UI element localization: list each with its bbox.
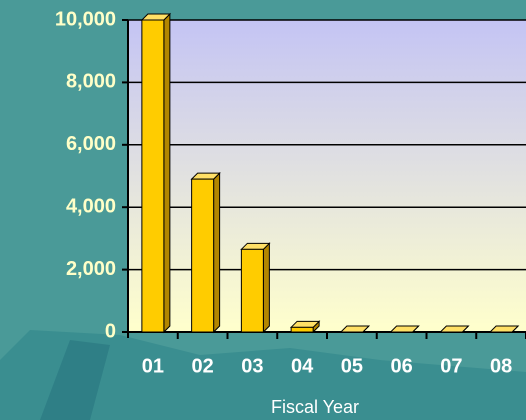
x-tick-label: 05 <box>341 355 363 377</box>
bar <box>141 19 165 333</box>
x-tick-label: 07 <box>440 355 462 377</box>
bar-top <box>439 325 470 333</box>
y-tick-label: 4,000 <box>66 195 116 217</box>
bar-top <box>389 325 420 333</box>
x-tick-label: 06 <box>391 355 413 377</box>
y-tick-label: 6,000 <box>66 133 116 155</box>
x-tick-label: 03 <box>241 355 263 377</box>
bar <box>240 248 264 333</box>
y-tick-label: 8,000 <box>66 71 116 93</box>
bar-side <box>213 171 221 334</box>
plot-area <box>128 20 526 332</box>
bar-side <box>163 12 171 334</box>
bar-top <box>339 325 371 333</box>
bar <box>191 178 215 333</box>
bar-side <box>262 242 270 334</box>
x-tick-label: 02 <box>192 355 214 377</box>
y-tick-label: 2,000 <box>66 258 116 280</box>
y-tick-label: 10,000 <box>55 8 116 30</box>
x-tick-label: 04 <box>291 355 314 377</box>
hill-shade <box>40 340 110 420</box>
bar-top <box>488 325 520 333</box>
x-axis-label: Fiscal Year <box>271 397 359 417</box>
x-tick-label: 08 <box>490 355 512 377</box>
y-tick-label: 0 <box>105 320 116 342</box>
x-tick-label: 01 <box>142 355 164 377</box>
bar <box>290 326 314 333</box>
hills <box>0 330 526 420</box>
